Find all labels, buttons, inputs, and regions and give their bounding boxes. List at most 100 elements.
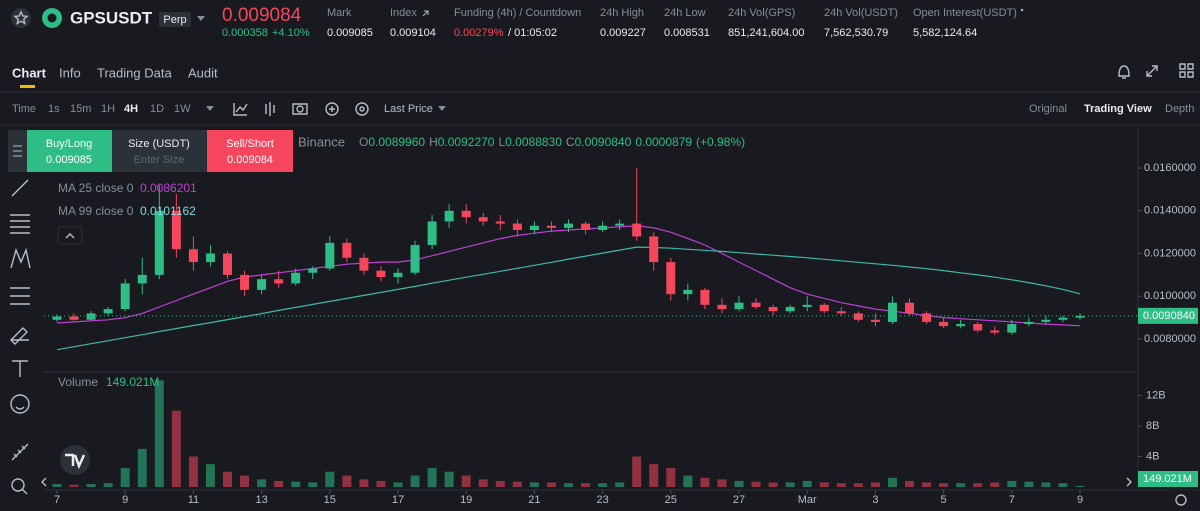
last-price-tag [1138,307,1198,324]
candle-body [649,236,659,263]
view-active[interactable]: Trading View [1084,103,1152,115]
badge: Perp [163,14,186,26]
candle-body [325,242,335,269]
y-tick-label: 0.0160000 [1144,162,1196,174]
candle-body [700,289,710,305]
layout-icon[interactable] [1179,63,1194,78]
buy-label[interactable]: Buy/Long [46,138,92,150]
settings-icon[interactable] [355,102,369,116]
volume-label: Volume [58,375,98,389]
favorite-button[interactable] [11,8,31,28]
trendline-tool[interactable] [11,179,29,197]
ohlc-value: 0.0092270 [438,135,495,149]
source: Binance [298,134,345,149]
bell-icon[interactable] [1118,65,1130,79]
volume-tag [1138,471,1198,487]
index-link-icon[interactable] [422,10,429,17]
interval-caret[interactable] [206,106,214,111]
candle-body [512,223,522,231]
candle-body [461,210,471,218]
text-tool[interactable] [12,360,28,377]
symbol[interactable]: GPSUSDT [70,8,153,27]
volume-bar [512,481,522,487]
oi-note-icon [1020,8,1024,12]
settings-button[interactable] [1168,490,1194,510]
volume-bar [700,477,710,487]
interval[interactable]: Time [12,103,36,115]
volume-bar [291,481,301,487]
stat-label: 24h High [600,7,644,19]
sell-price[interactable]: 0.009084 [227,154,273,166]
volume-bar [853,483,863,487]
scroll-right[interactable] [1126,477,1132,487]
candle-body [1075,315,1085,318]
active-tab-indicator [20,85,35,88]
pattern-tool[interactable] [10,247,31,269]
stat-label: Open Interest(USDT) [913,7,1017,19]
candle-body [990,330,1000,333]
fib-tool[interactable] [10,214,30,234]
tradingview-logo[interactable] [60,445,90,475]
add-icon[interactable] [325,102,339,116]
collapse-button[interactable] [57,226,83,245]
symbol-caret[interactable] [197,16,205,21]
volume-tick-label: 8B [1146,420,1159,432]
candle-body [1007,324,1017,333]
sell-button[interactable] [207,130,293,172]
tab[interactable]: Info [59,65,81,80]
view[interactable]: Depth [1165,103,1194,115]
indicator-icon[interactable] [233,103,248,116]
expand-icon[interactable] [1146,65,1158,77]
price-type[interactable]: Last Price [384,103,433,115]
stat-value: 0.00279% [454,27,504,39]
y-tick-label: 0.0100000 [1144,290,1196,302]
interval[interactable]: 15m [70,103,91,115]
candle-body [308,268,318,273]
candle-body [802,304,812,307]
volume-bar [734,480,744,487]
interval-active[interactable]: 4H [124,103,138,115]
x-tick-label: 9 [1077,494,1083,506]
scroll-left[interactable] [41,477,47,487]
snapshot-icon[interactable] [292,103,308,115]
volume-bar [205,464,215,487]
candle-body [52,316,62,320]
stat-value: 0.008531 [664,27,710,39]
price-type-caret[interactable] [438,106,446,111]
volume-bar [546,482,556,487]
size-placeholder[interactable]: Enter Size [134,154,185,166]
tab[interactable]: Chart [12,65,47,80]
volume-bar [86,483,96,487]
drawing-toolbar [10,179,31,495]
interval[interactable]: 1W [174,103,191,115]
volume-bar [274,480,284,487]
interval[interactable]: 1s [48,103,60,115]
emoji-tool[interactable] [10,394,30,414]
candle-body [836,311,846,314]
candle-body [666,262,676,295]
buy-price[interactable]: 0.009085 [46,154,92,166]
candle-icon[interactable] [265,102,275,116]
volume-bar [120,467,130,487]
last-price-label: 0.0090840 [1143,310,1195,322]
ruler-tool[interactable] [11,443,29,461]
tab[interactable]: Trading Data [97,65,172,80]
prediction-tool[interactable] [10,287,30,305]
candle-body [853,313,863,320]
zoom-tool[interactable] [11,478,25,492]
volume-bar [240,475,250,487]
interval[interactable]: 1H [101,103,115,115]
candle-body [768,306,778,312]
volume-bar [495,480,505,487]
view[interactable]: Original [1029,103,1067,115]
volume-bar [956,483,966,487]
size-input[interactable] [112,130,207,172]
tab[interactable]: Audit [188,65,218,80]
brush-tool[interactable] [10,327,29,345]
sell-label[interactable]: Sell/Short [226,138,274,150]
buy-button[interactable] [27,130,112,172]
ohlc-label: O [359,135,368,149]
volume-bar [922,482,932,487]
volume-bar [939,483,949,487]
interval[interactable]: 1D [150,103,164,115]
